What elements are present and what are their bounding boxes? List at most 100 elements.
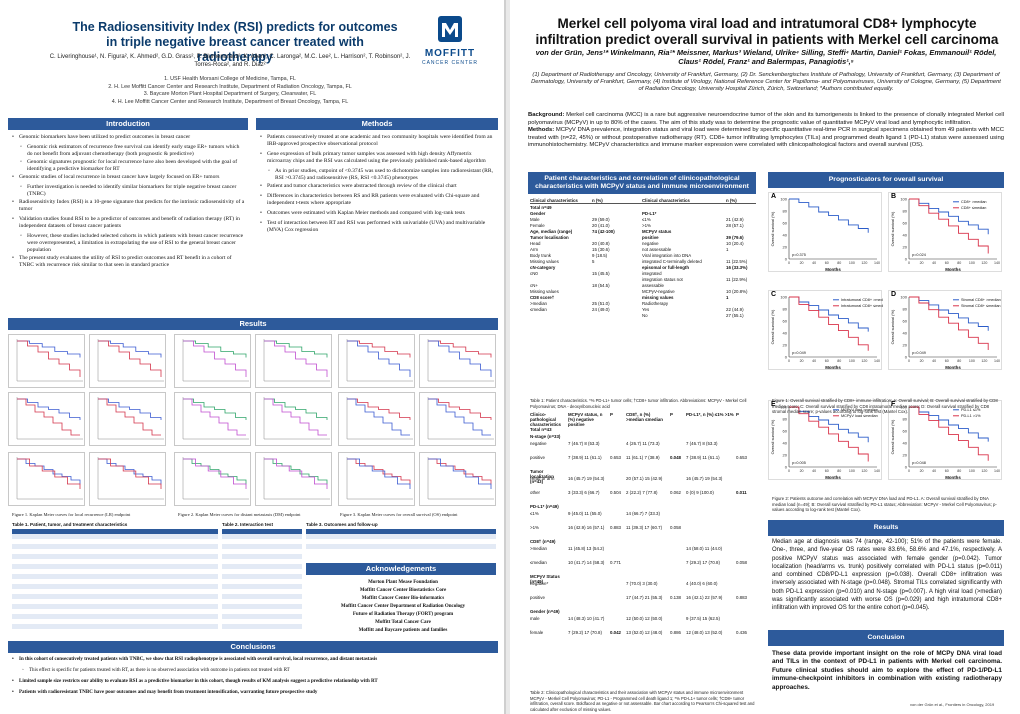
table-cell: 9 (37.5) 15 (62.5) bbox=[686, 616, 720, 621]
table-row bbox=[12, 624, 218, 629]
table-row bbox=[12, 574, 218, 579]
km-plot-svg bbox=[427, 457, 494, 500]
table-cell: 12 (48.0) 13 (52.0) bbox=[686, 630, 723, 635]
x-tick-label: 100 bbox=[849, 261, 855, 265]
table-row bbox=[12, 554, 218, 559]
legend-label: CD8+ >median bbox=[961, 200, 987, 204]
table-row: female 7 (29.2) 17 (70.8) 0.042 13 (52.0) 1… bbox=[530, 630, 756, 644]
survival-curve bbox=[98, 458, 162, 485]
table-cell: 16 (42.1) 22 (57.9) bbox=[686, 595, 723, 600]
affiliation-line: 3. Baycare Morton Plant Hospital Departm… bbox=[143, 91, 317, 97]
acknowledgement-item: Moffitt Cancer Center Bio-informatics bbox=[361, 596, 445, 601]
x-tick-label: 120 bbox=[981, 261, 987, 265]
acknowledgement-item: Moffitt Total Cancer Care bbox=[375, 620, 431, 625]
table-cell: Male bbox=[530, 217, 540, 222]
table-row: No 27 (55.1) bbox=[530, 313, 756, 319]
km-plot bbox=[255, 452, 332, 506]
table-cell: 7 (46.7) 8 (53.3) bbox=[686, 441, 718, 446]
table-cell: 74 (42-100) bbox=[592, 229, 615, 234]
x-tick-label: 140 bbox=[994, 261, 1000, 265]
table-1-title: Table 1. Patient, tumor, and treatment c… bbox=[12, 522, 128, 527]
table-cell: 28 (57.1) bbox=[726, 223, 744, 228]
x-tick-label: 60 bbox=[825, 261, 829, 265]
acknowledgement-item: Moffitt and Baycare patients and familie… bbox=[358, 628, 448, 633]
figure-1-caption: Figure 1. Kaplan Meier curves for local … bbox=[12, 512, 131, 517]
km-plot bbox=[89, 452, 166, 506]
km-plot-svg bbox=[346, 397, 413, 440]
table-cell: 20 (57.1) 15 (42.9) bbox=[626, 476, 663, 481]
x-tick-label: 100 bbox=[969, 469, 975, 473]
x-tick-label: 140 bbox=[994, 359, 1000, 363]
x-tick-label: 60 bbox=[825, 359, 829, 363]
survival-curve bbox=[909, 296, 989, 350]
y-tick-label: 0 bbox=[785, 257, 788, 262]
table-cell: cN0 bbox=[530, 271, 538, 276]
abstract: Background: Merkel cell carcinoma (MCC) … bbox=[528, 112, 1004, 150]
table-cell: 0.653 bbox=[736, 455, 747, 460]
table-cell: No bbox=[642, 313, 648, 318]
table-cell: 7 (70.0) 3 (30.0) bbox=[626, 581, 658, 586]
table-cell: integrated bbox=[642, 271, 662, 276]
table-row: Male 29 (59.0) ≤1% 21 (42.9) bbox=[530, 217, 756, 223]
table-row bbox=[12, 594, 218, 599]
table-row bbox=[222, 574, 302, 579]
table-cell: N-stage (n=33) bbox=[530, 434, 561, 439]
panel-letter: A bbox=[771, 193, 777, 200]
background-text: Merkel cell carcinoma (MCC) is a rare bu… bbox=[528, 112, 1004, 126]
table-2 bbox=[222, 529, 302, 637]
panel-letter: E bbox=[771, 401, 776, 408]
table-row: other 3 (33.3) 6 (66.7) 0.504 2 (22.2) 7 (7… bbox=[530, 490, 756, 504]
km-plot-svg bbox=[346, 339, 413, 382]
km-panel-d: D 0 20 40 60 80 100 0 20 40 60 80 100 120 140 Months Ove… bbox=[888, 290, 1002, 370]
bullet-item: This effect is specific for patients tre… bbox=[22, 667, 496, 674]
y-tick-label: 60 bbox=[903, 319, 908, 324]
legend-label: CD8+ ≤median bbox=[961, 206, 986, 210]
panel-letter: F bbox=[891, 401, 896, 408]
bullet-item: However, these studies included selected… bbox=[20, 233, 246, 254]
y-tick-label: 80 bbox=[783, 209, 788, 214]
table-row: CD8 score† missing values 1 bbox=[530, 295, 756, 301]
table-cell: 11 (45.8) 13 (54.2) bbox=[568, 546, 605, 551]
table-cell: integration status not bbox=[642, 277, 683, 282]
prognosticators-header: Prognosticators for overall survival bbox=[768, 172, 1004, 188]
affiliation-line: 1. USF Health Morsani College of Medicin… bbox=[164, 76, 296, 82]
y-tick-label: 60 bbox=[903, 429, 908, 434]
km-plot-svg bbox=[97, 397, 164, 440]
table-row bbox=[222, 604, 302, 609]
y-tick-label: 60 bbox=[903, 221, 908, 226]
km-panel-f: F 0 20 40 60 80 100 0 20 40 60 80 100 120 140 Months Ove… bbox=[888, 400, 1002, 480]
survival-curve bbox=[264, 340, 328, 358]
table-cell: 0.653 bbox=[610, 455, 621, 460]
methods-list: Patients consecutively treated at one ac… bbox=[260, 134, 496, 234]
table-row: ≤median 24 (49.0) Yes 22 (44.9) bbox=[530, 307, 756, 313]
x-tick-label: 120 bbox=[861, 469, 867, 473]
bullet-item: Genomic biomarkers have been utilized to… bbox=[12, 134, 246, 141]
table-cell: 11 (39.3) 17 (60.7) bbox=[626, 525, 663, 530]
km-plot-svg bbox=[182, 457, 249, 500]
km-plot bbox=[338, 392, 415, 446]
table-cell: Total n=49 bbox=[530, 205, 552, 210]
methods-text: MCPyV DNA prevalence, integration status… bbox=[528, 127, 1004, 149]
table-cell: 0.883 bbox=[736, 595, 747, 600]
table-cell: ≤1% bbox=[642, 217, 651, 222]
table-row: >median 25 (51.0) Radiotherapy bbox=[530, 301, 756, 307]
survival-curve bbox=[98, 340, 162, 358]
x-tick-label: 20 bbox=[800, 469, 804, 473]
table-row bbox=[12, 564, 218, 569]
x-tick-label: 140 bbox=[874, 469, 880, 473]
x-tick-label: 20 bbox=[800, 261, 804, 265]
table-header-cell: Clinico-pathological characteristics Tot… bbox=[530, 412, 561, 432]
table-row: negative 7 (46.7) 8 (53.3) 4 (26.7) 11 (73… bbox=[530, 441, 756, 455]
methods-paragraph: Methods: MCPyV DNA prevalence, integrati… bbox=[528, 127, 1004, 150]
y-tick-label: 80 bbox=[903, 209, 908, 214]
survival-curve bbox=[347, 398, 410, 436]
bullet-item: Differences in characteristics between R… bbox=[260, 193, 496, 207]
y-tick-label: 80 bbox=[903, 307, 908, 312]
table-cell: 9 (18.5) bbox=[592, 253, 608, 258]
table-cell: positive bbox=[530, 595, 545, 600]
x-tick-label: 20 bbox=[920, 261, 924, 265]
table-cell: 14 (66.7) 7 (33.3) bbox=[626, 511, 660, 516]
table-cell: 0 (0) 9 (100.0) bbox=[686, 490, 714, 495]
x-tick-label: 100 bbox=[849, 359, 855, 363]
table-row: CD8† (n=49) bbox=[530, 539, 756, 546]
